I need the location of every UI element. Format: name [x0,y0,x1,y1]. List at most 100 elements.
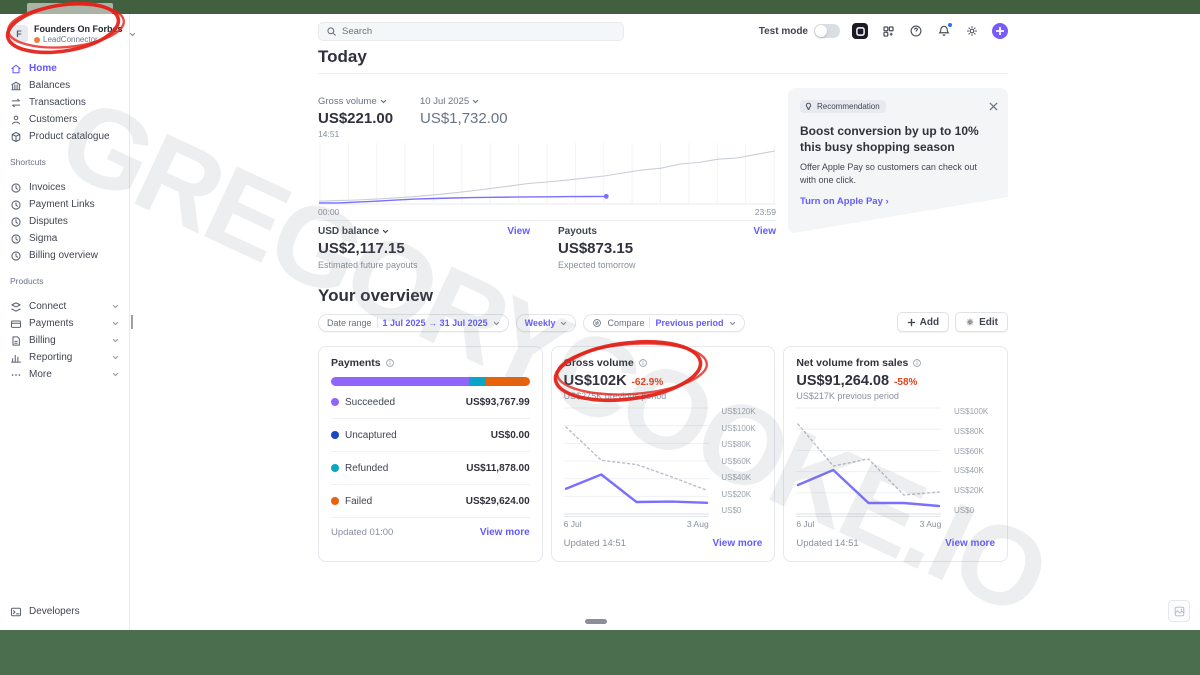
recommendation-badge: Recommendation [800,100,886,113]
sidebar-item-payments[interactable]: Payments [0,315,129,332]
sidebar-scrollbar-fragment[interactable] [131,315,133,329]
x-axis-end: 23:59 [754,207,776,217]
sidebar-item-balances[interactable]: Balances [0,77,129,94]
usd-balance-label[interactable]: USD balance [318,226,389,237]
screenshot-widget-icon[interactable] [1168,600,1190,622]
gross-volume-updated: Updated 14:51 [563,538,627,549]
granularity-filter[interactable]: Weekly [515,314,577,332]
payouts-view-link[interactable]: View [753,226,776,237]
payments-card: Payments Succeeded US$93,767.99 Uncaptured… [318,346,543,562]
legend-dot [331,398,339,406]
compare-date-selector[interactable]: 10 Jul 2025 [420,96,508,107]
sidebar-item-billing-overview[interactable]: Billing overview [0,247,129,264]
info-icon[interactable] [912,358,922,368]
horizontal-scrollbar-thumb[interactable] [585,619,607,624]
sidebar-item-payment-links[interactable]: Payment Links [0,196,129,213]
account-avatar: F [10,25,28,44]
payments-stacked-bar [331,377,530,386]
sidebar-item-customers[interactable]: Customers [0,111,129,128]
account-name: Founders On Forbes [34,24,123,34]
row-value: US$11,878.00 [466,462,530,474]
clock-icon [10,216,22,228]
sidebar-item-product-catalogue[interactable]: Product catalogue [0,128,129,145]
search-placeholder: Search [342,26,373,37]
gross-volume-previous: US$275K previous period [563,391,667,401]
sidebar-item-label: More [29,368,52,380]
usd-balance-view-link[interactable]: View [507,226,530,237]
notification-dot [947,22,953,28]
sidebar-item-connect[interactable]: Connect [0,298,129,315]
gross-volume-card-title: Gross volume [563,357,634,369]
search-icon [326,26,337,37]
payments-row-uncaptured[interactable]: Uncaptured US$0.00 [331,419,530,452]
today-sparkline-chart [318,143,776,205]
sidebar-products-nav: Connect Payments Billing Reporting More [0,298,129,383]
transactions-icon [10,97,22,109]
date-range-filter[interactable]: Date range 1 Jul 2025 → 31 Jul 2025 [318,314,509,332]
sidebar-item-label: Reporting [29,351,73,363]
sidebar-item-billing[interactable]: Billing [0,332,129,349]
sidebar-item-reporting[interactable]: Reporting [0,349,129,366]
edit-overview-button[interactable]: Edit [955,312,1008,332]
net-volume-value: US$91,264.08 [796,373,890,389]
payments-row-refunded[interactable]: Refunded US$11,878.00 [331,452,530,485]
y-axis-label: US$0 [721,506,742,515]
sidebar-item-sigma[interactable]: Sigma [0,230,129,247]
legend-dot [331,431,339,439]
payments-row-succeeded[interactable]: Succeeded US$93,767.99 [331,386,530,419]
gross-volume-view-more-link[interactable]: View more [712,538,763,549]
customers-icon [10,114,22,126]
apps-grid-icon[interactable] [880,23,896,39]
products-section-label: Products [10,276,44,287]
divider [318,73,1008,74]
account-switcher[interactable]: F Founders On Forbes LeadConnector [0,14,135,52]
connect-icon [10,301,22,313]
info-icon[interactable] [638,358,648,368]
chevron-down-icon [129,31,136,38]
test-mode-toggle[interactable] [814,24,840,38]
y-axis-label: US$20K [721,489,752,499]
gross-volume-selector[interactable]: Gross volume [318,96,393,107]
sidebar-item-invoices[interactable]: Invoices [0,179,129,196]
compare-filter[interactable]: Compare Previous period [583,314,745,332]
chevron-down-icon [382,228,389,235]
help-icon[interactable] [908,23,924,39]
sidebar-item-disputes[interactable]: Disputes [0,213,129,230]
settings-gear-icon[interactable] [964,23,980,39]
create-plus-button[interactable] [992,23,1008,39]
close-icon[interactable] [989,98,998,116]
redacted-patch [27,3,113,14]
sidebar: F Founders On Forbes LeadConnector Home … [0,14,135,630]
info-icon[interactable] [385,358,395,368]
payments-view-more-link[interactable]: View more [479,527,530,538]
recommendation-body: Offer Apple Pay so customers can check o… [800,162,977,186]
net-volume-delta: -58% [894,377,918,388]
sidebar-item-label: Payments [29,317,74,329]
sidebar-item-more[interactable]: More [0,366,129,383]
sidebar-shortcuts-nav: Invoices Payment Links Disputes Sigma Bi… [0,179,129,264]
recommendation-title: Boost conversion by up to 10% this busy … [800,124,979,154]
reporting-icon [10,352,22,364]
payouts-value: US$873.15 [558,240,634,257]
row-value: US$0.00 [490,429,530,441]
payments-row-failed[interactable]: Failed US$29,624.00 [331,485,530,518]
sidebar-item-transactions[interactable]: Transactions [0,94,129,111]
bottom-letterbox-band [0,630,1200,675]
bar-segment-failed [486,377,530,386]
notifications-bell-icon[interactable] [936,22,953,39]
sidebar-item-home[interactable]: Home [0,60,129,77]
billing-icon [10,335,22,347]
turn-on-apple-pay-link[interactable]: Turn on Apple Pay › [800,196,889,208]
net-volume-card: Net volume from sales US$91,264.08 -58% U… [783,346,1009,562]
sandbox-icon[interactable] [852,23,868,39]
net-volume-view-more-link[interactable]: View more [945,538,996,549]
sidebar-item-label: Sigma [29,232,58,244]
sidebar-item-label: Product catalogue [29,130,110,142]
sidebar-main-nav: Home Balances Transactions Customers Pro… [0,60,129,145]
y-axis-label: US$0 [954,505,975,515]
sidebar-item-developers[interactable]: Developers [0,603,129,620]
top-letterbox-band [0,0,1200,14]
today-title: Today [318,47,367,66]
search-input[interactable]: Search [318,22,624,41]
add-widget-button[interactable]: Add [896,312,950,332]
